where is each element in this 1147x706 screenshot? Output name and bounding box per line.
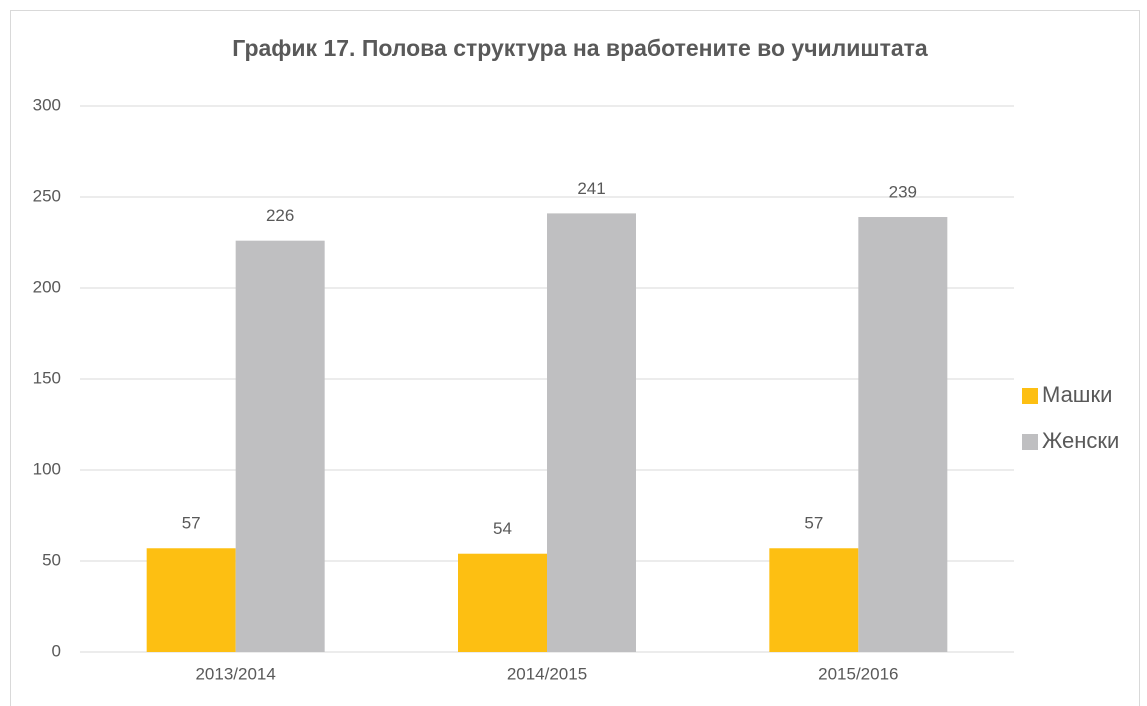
- legend-label: Машки: [1042, 382, 1112, 407]
- y-tick-label: 300: [33, 95, 61, 114]
- data-label: 239: [889, 183, 917, 202]
- x-tick-label: 2015/2016: [818, 664, 898, 683]
- data-label: 57: [804, 514, 823, 533]
- bar: [235, 240, 325, 652]
- data-label: 241: [577, 179, 605, 198]
- bar: [547, 213, 636, 652]
- bar: [146, 548, 236, 652]
- x-tick-label: 2014/2015: [507, 664, 587, 683]
- data-label: 226: [266, 206, 294, 225]
- y-tick-label: 100: [33, 459, 61, 478]
- y-tick-label: 250: [33, 186, 61, 205]
- bar: [769, 548, 859, 652]
- y-tick-label: 200: [33, 277, 61, 296]
- legend-swatch: [1022, 434, 1038, 450]
- data-label: 57: [182, 514, 201, 533]
- bar: [458, 553, 547, 652]
- legend-swatch: [1022, 388, 1038, 404]
- data-label: 54: [493, 519, 512, 538]
- x-tick-label: 2013/2014: [195, 664, 275, 683]
- y-tick-label: 0: [52, 641, 61, 660]
- y-tick-label: 50: [42, 550, 61, 569]
- y-tick-label: 150: [33, 368, 61, 387]
- legend-label: Женски: [1042, 428, 1119, 453]
- bar: [858, 217, 948, 652]
- chart-title: График 17. Полова структура на вработени…: [232, 35, 928, 61]
